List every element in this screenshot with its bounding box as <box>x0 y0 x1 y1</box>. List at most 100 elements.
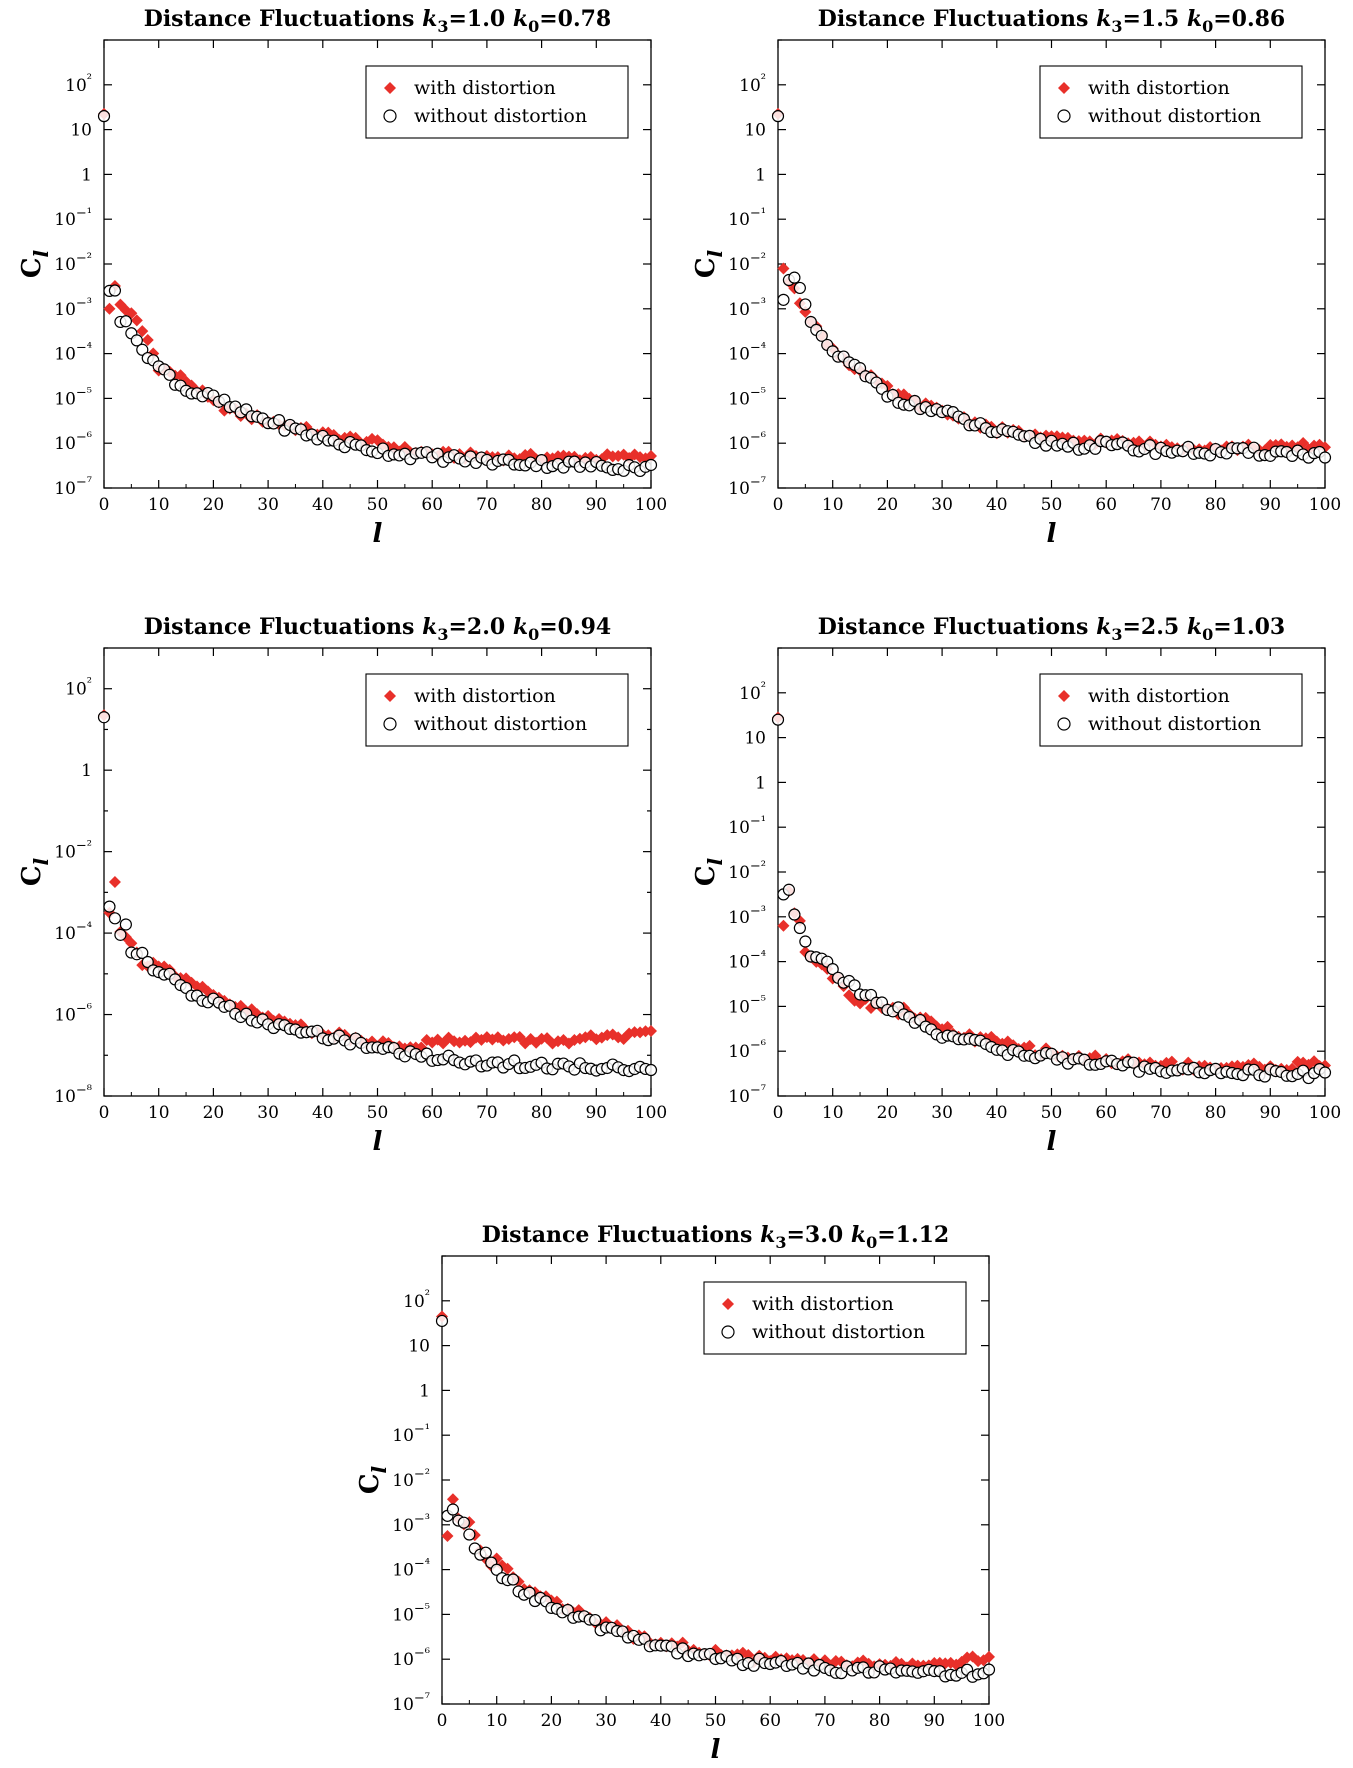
data-point-without <box>272 414 286 427</box>
y-tick-label: 10−² <box>728 859 766 883</box>
series-with-distortion <box>436 1310 995 1674</box>
data-point-without <box>793 281 806 295</box>
legend-label-with: with distortion <box>752 1293 894 1315</box>
x-tick-label: 30 <box>931 1103 953 1123</box>
chart-panel-5: Distance Fluctuations k3=3.0 k0=1.12 0 10 2… <box>355 1222 1005 1765</box>
data-point-without <box>788 271 801 284</box>
legend-diamond-icon <box>1058 82 1070 94</box>
legend-diamond-icon <box>1058 690 1070 702</box>
data-point-without <box>788 908 801 921</box>
legend: with distortion without distortion <box>1039 673 1303 747</box>
y-tick-label: 10−⁵ <box>728 993 766 1017</box>
x-tick-label: 90 <box>585 495 607 515</box>
x-tick-label: 10 <box>148 495 170 515</box>
chart-title: Distance Fluctuations k3=2.5 k0=1.03 <box>818 614 1285 644</box>
y-tick-label: 10−⁷ <box>728 475 766 499</box>
y-tick-label: 10−⁶ <box>728 430 766 454</box>
data-point-with <box>941 1020 954 1033</box>
y-tick-label: 10−⁸ <box>54 1083 92 1107</box>
x-tick-label: 90 <box>585 1103 607 1123</box>
data-point-without <box>97 711 111 724</box>
y-tick-label: 10−² <box>392 1467 430 1491</box>
data-point-without <box>589 1613 602 1627</box>
data-point-with <box>108 876 121 889</box>
x-tick-label: 50 <box>1041 495 1063 515</box>
x-tick-label: 90 <box>1259 1103 1281 1123</box>
chart-title: Distance Fluctuations k3=2.0 k0=0.94 <box>144 614 611 644</box>
data-point-without <box>108 912 122 925</box>
legend-box <box>1039 65 1303 139</box>
y-axis-label: Cl <box>691 249 727 278</box>
y-tick-label: 10 <box>70 121 92 141</box>
y-tick-label: 10−⁷ <box>54 475 92 499</box>
x-tick-label: 100 <box>1309 1103 1341 1123</box>
x-tick-label: 50 <box>705 1711 727 1731</box>
chart-title: Distance Fluctuations k3=3.0 k0=1.12 <box>482 1222 949 1252</box>
y-tick-label: 10−¹ <box>728 814 766 838</box>
x-tick-label: 40 <box>312 1103 334 1123</box>
y-tick-label: 1 <box>419 1381 430 1401</box>
series-with-distortion <box>772 107 1331 457</box>
y-tick-label: 10−⁶ <box>54 430 92 454</box>
y-tick-label: 10−⁶ <box>54 1002 92 1026</box>
data-point-without <box>793 921 806 935</box>
x-tick-label: 0 <box>99 1103 110 1123</box>
y-tick-label: 10−⁴ <box>392 1557 430 1581</box>
x-tick-label: 20 <box>877 1103 899 1123</box>
data-point-with <box>125 937 138 950</box>
legend: with distortion without distortion <box>1039 65 1303 139</box>
legend-box <box>365 65 629 139</box>
y-tick-label: 10−² <box>54 839 92 863</box>
y-tick-label: 10−⁷ <box>728 1083 766 1107</box>
y-tick-label: 10−⁶ <box>392 1646 430 1670</box>
x-tick-label: 40 <box>650 1711 672 1731</box>
data-point-with <box>446 1493 459 1506</box>
y-tick-label: 1 <box>81 165 92 185</box>
legend-label-without: without distortion <box>752 1321 925 1343</box>
legend-box <box>703 1281 967 1355</box>
y-tick-label: 10−⁵ <box>728 385 766 409</box>
legend: with distortion without distortion <box>365 65 629 139</box>
x-tick-label: 100 <box>973 1711 1005 1731</box>
data-point-without <box>644 458 658 472</box>
data-point-without <box>826 963 839 976</box>
data-point-without <box>163 368 176 381</box>
y-tick-label: 10−⁵ <box>392 1601 430 1625</box>
x-tick-label: 70 <box>814 1711 836 1731</box>
y-tick-label: 10−¹ <box>728 206 766 230</box>
series-with-distortion <box>98 107 657 467</box>
x-tick-label: 60 <box>421 1103 443 1123</box>
data-point-without <box>136 946 149 959</box>
y-tick-label: 10 <box>744 729 766 749</box>
y-tick-label: 10−³ <box>728 904 766 928</box>
x-tick-label: 70 <box>476 1103 498 1123</box>
legend-circle-icon <box>1057 717 1071 731</box>
y-tick-label: 10 <box>744 121 766 141</box>
data-point-without <box>446 1503 460 1516</box>
y-tick-label: 10−³ <box>392 1512 430 1536</box>
x-tick-label: 70 <box>1150 495 1172 515</box>
y-tick-label: 10−⁵ <box>54 385 92 409</box>
y-tick-label: 10² <box>65 72 92 96</box>
x-tick-label: 30 <box>931 495 953 515</box>
data-point-with <box>1023 1039 1036 1052</box>
x-tick-label: 20 <box>877 495 899 515</box>
legend: with distortion without distortion <box>365 673 629 747</box>
legend-label-with: with distortion <box>414 685 556 707</box>
legend-diamond-icon <box>384 82 396 94</box>
y-tick-label: 10−⁷ <box>392 1691 430 1715</box>
x-axis-label: l <box>373 1127 383 1157</box>
series-without-distortion <box>771 110 1332 464</box>
data-point-without <box>114 928 127 941</box>
data-point-with <box>1165 1055 1178 1068</box>
data-point-without <box>463 1528 476 1541</box>
data-point-without <box>507 1573 520 1586</box>
x-tick-label: 60 <box>759 1711 781 1731</box>
legend-diamond-icon <box>722 1298 734 1310</box>
y-tick-label: 10² <box>403 1288 430 1312</box>
data-point-without <box>479 1546 492 1559</box>
data-point-with <box>501 1562 514 1575</box>
data-point-without <box>771 110 785 123</box>
legend-label-without: without distortion <box>414 713 587 735</box>
x-tick-label: 40 <box>312 495 334 515</box>
